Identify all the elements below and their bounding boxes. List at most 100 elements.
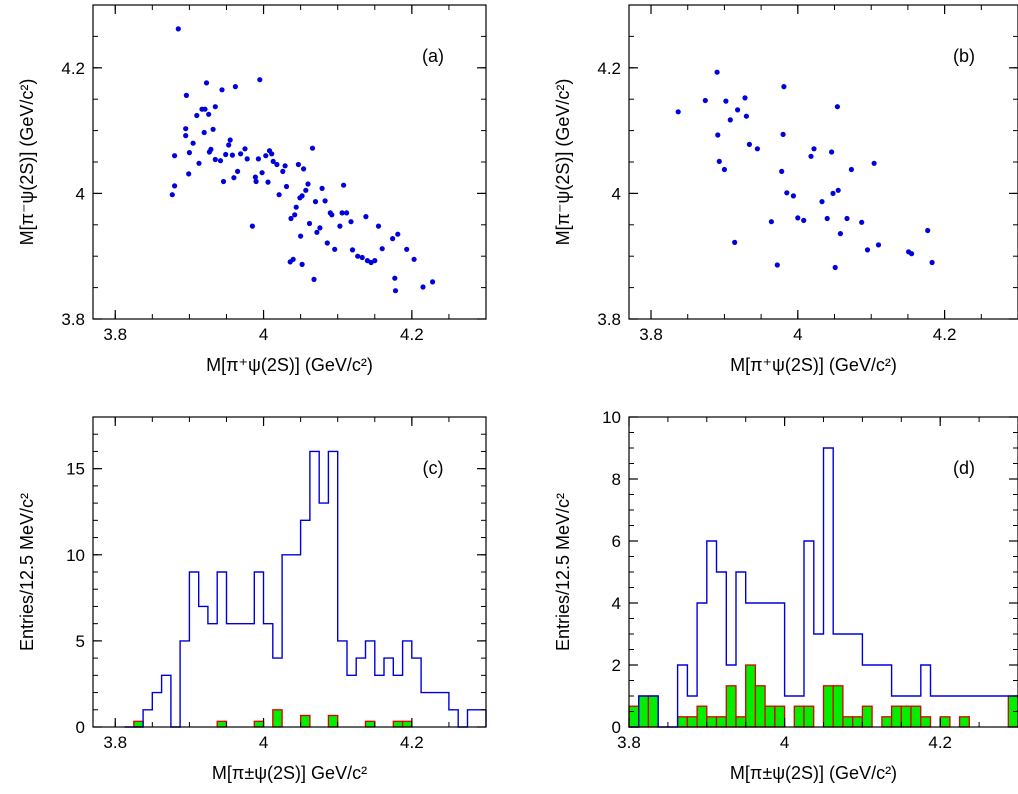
background-histogram-bar (939, 716, 951, 728)
y-axis-label: M[π⁻ψ(2S)] (GeV/c²) (17, 79, 37, 246)
background-histogram-bar (327, 714, 339, 728)
scatter-point (183, 126, 189, 132)
scatter-point (727, 117, 733, 123)
background-histogram-bar (706, 716, 718, 728)
x-tick-label: 4 (259, 733, 268, 752)
scatter-point (363, 214, 369, 220)
scatter-point (784, 190, 790, 196)
x-tick-label: 3.8 (617, 733, 641, 752)
y-tick-label: 10 (602, 408, 621, 427)
scatter-point (341, 182, 347, 188)
y-tick-label: 10 (66, 546, 85, 565)
scatter-point (830, 190, 836, 196)
scatter-point (754, 146, 761, 152)
background-histogram-bar (686, 716, 698, 728)
scatter-point (702, 97, 708, 104)
panel-1: 3.8 4 4.2 3.8 4 4.2 M[π⁺ψ(2S)] (GeV/c²) M[π⁻ψ(2… (553, 4, 1018, 375)
y-tick-label: 8 (612, 470, 621, 489)
x-tick-label: 4.2 (400, 733, 424, 752)
x-axis-label: M[π±ψ(2S)] (GeV/c²) (730, 763, 897, 783)
scatter-point (186, 150, 192, 156)
scatter-point (790, 193, 797, 199)
scatter-point (298, 233, 304, 239)
scatter-point (186, 171, 192, 177)
y-tick-label: 5 (76, 632, 85, 651)
scatter-point (242, 146, 248, 152)
x-tick-label: 4.2 (933, 325, 957, 344)
scatter-point (257, 77, 263, 83)
scatter-point (280, 168, 286, 174)
scatter-point (404, 246, 410, 252)
scatter-point (714, 69, 720, 75)
x-tick-label: 3.8 (639, 325, 663, 344)
scatter-point (411, 256, 417, 262)
y-tick-label: 2 (612, 656, 621, 675)
y-tick-label: 0 (76, 718, 85, 737)
scatter-point (210, 126, 216, 132)
scatter-point (309, 145, 316, 151)
scatter-point (929, 259, 935, 266)
background-histogram-bar (754, 685, 766, 728)
scatter-point (348, 219, 354, 225)
scatter-point (312, 199, 319, 205)
y-tick-label: 15 (66, 460, 85, 479)
x-tick-label: 4.2 (400, 325, 424, 344)
scatter-point (311, 276, 317, 282)
scatter-point (781, 84, 787, 90)
y-tick-label: 4.2 (61, 59, 85, 78)
background-histogram-bar (900, 705, 912, 728)
scatter-point (742, 95, 748, 101)
scatter-point (223, 151, 229, 158)
background-histogram-bar (216, 720, 228, 728)
scatter-point (263, 153, 269, 159)
background-histogram-bar (861, 705, 873, 728)
y-tick-label: 4.2 (597, 59, 621, 78)
scatter-point (290, 256, 296, 262)
scatter-point (231, 175, 237, 181)
scatter-point (774, 262, 780, 268)
scatter-point (392, 288, 399, 294)
scatter-point (283, 183, 290, 190)
scatter-point (359, 254, 365, 261)
background-histogram-bar (725, 685, 737, 728)
background-histogram-bar (852, 716, 864, 728)
y-axis-label: M[π⁻ψ(2S)] (GeV/c²) (553, 79, 573, 246)
scatter-point (244, 156, 250, 162)
scatter-point (875, 242, 882, 248)
background-histogram-bar (364, 720, 376, 728)
background-histogram-bar (745, 664, 757, 728)
scatter-point (723, 98, 729, 104)
scatter-point (266, 148, 273, 154)
scatter-point (259, 170, 265, 176)
scatter-point (232, 84, 238, 90)
panel-label: (d) (953, 458, 975, 478)
scatter-point (355, 253, 361, 259)
scatter-point (379, 246, 385, 252)
scatter-point (270, 158, 276, 164)
background-histogram-bar (803, 705, 815, 728)
scatter-point (292, 212, 298, 218)
x-axis-label: M[π⁺ψ(2S)] (GeV/c²) (206, 355, 373, 375)
scatter-point (349, 247, 356, 253)
scatter-point (319, 185, 325, 191)
background-histogram-bar (958, 716, 970, 728)
scatter-point (305, 181, 311, 187)
background-histogram-bar (676, 716, 688, 728)
scatter-point (208, 146, 214, 152)
scatter-point (253, 178, 259, 185)
scatter-point (344, 210, 350, 216)
scatter-point (317, 225, 323, 231)
background-histogram-bar (392, 720, 404, 728)
scatter-point (430, 279, 436, 285)
scatter-point (390, 236, 396, 242)
scatter-point (175, 26, 181, 32)
scatter-point (306, 220, 313, 227)
scatter-point (779, 168, 785, 174)
scatter-point (909, 251, 915, 257)
scatter-point (255, 156, 261, 162)
panel-label: (a) (422, 46, 444, 66)
background-histogram-bar (133, 720, 144, 728)
y-tick-label: 6 (612, 532, 621, 551)
scatter-point (288, 215, 294, 222)
scatter-point (819, 199, 825, 205)
